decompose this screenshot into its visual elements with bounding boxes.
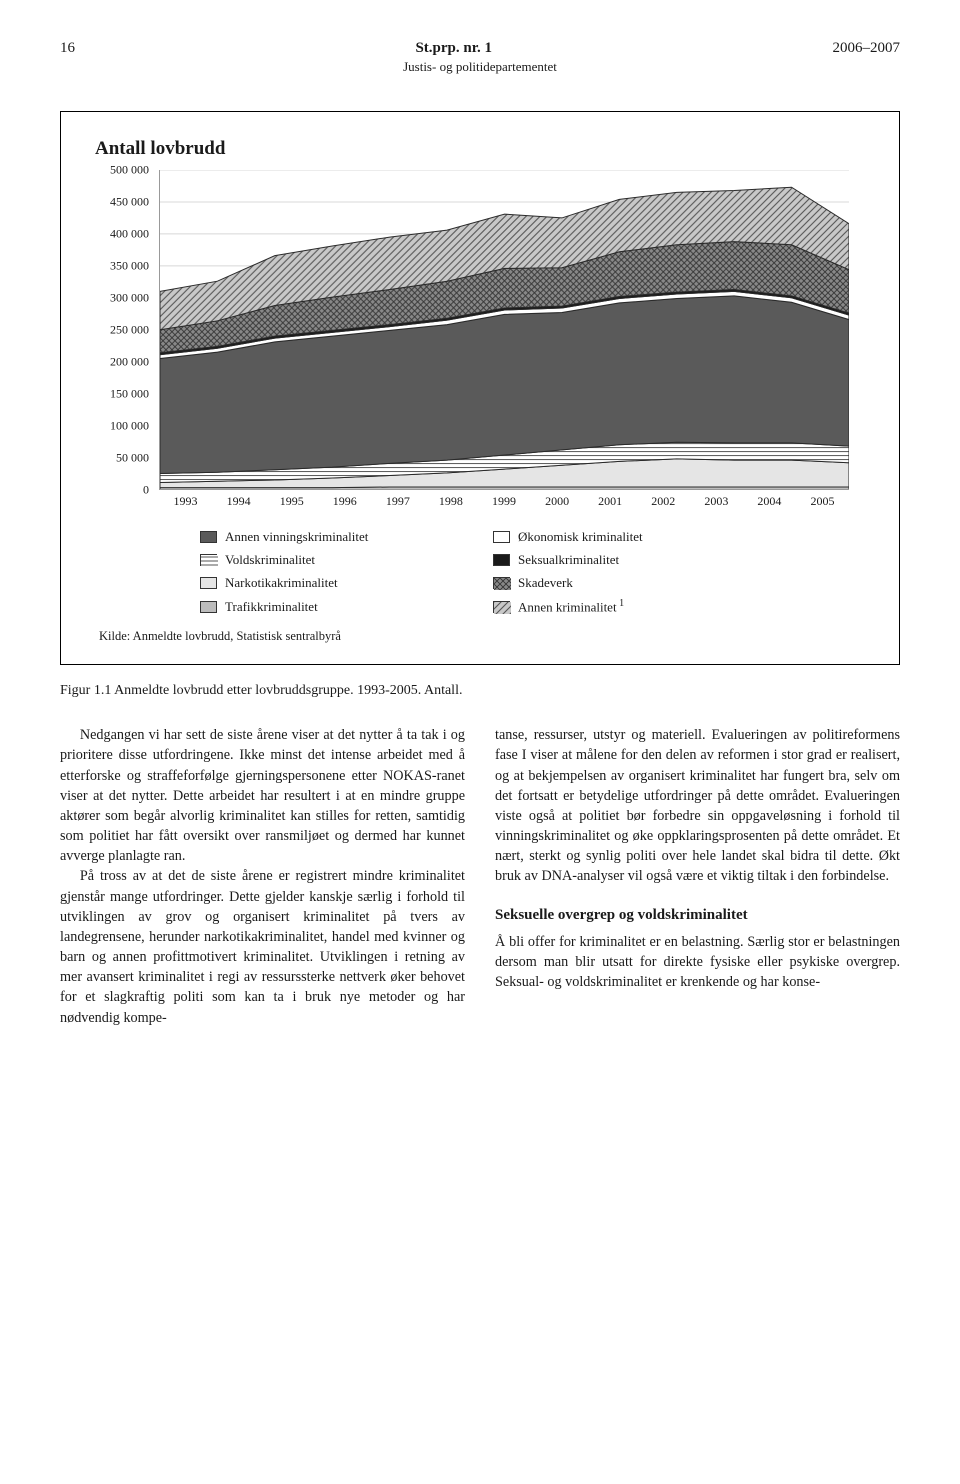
chart-container: Antall lovbrudd 0 50 000 100 000 150 000 200…: [60, 111, 900, 665]
y-axis: 050 000100 000150 000200 000250 000300 0…: [95, 170, 155, 490]
left-column: Nedgangen vi har sett de siste årene vis…: [60, 725, 465, 1027]
chart-svg: [160, 170, 849, 490]
legend-swatch: [200, 577, 217, 589]
legend-swatch: [493, 554, 510, 566]
page-number: 16: [60, 40, 75, 57]
y-tick-label: 50 000: [116, 451, 149, 466]
y-tick-label: 500 000: [110, 163, 149, 178]
y-tick-label: 450 000: [110, 195, 149, 210]
x-tick-label: 1996: [318, 494, 371, 509]
x-tick-label: 1993: [159, 494, 212, 509]
x-tick-label: 1995: [265, 494, 318, 509]
department-subhead: Justis- og politidepartementet: [60, 59, 900, 75]
chart-wrap: 0 50 000 100 000 150 000 200 000 250 000 300 0…: [95, 170, 865, 509]
legend-item-vold: Voldskriminalitet: [200, 552, 467, 568]
legend-label: Seksualkriminalitet: [518, 552, 619, 568]
x-tick-label: 2004: [743, 494, 796, 509]
legend-label: Annen kriminalitet 1: [518, 598, 624, 615]
legend-item-skadeverk: Skadeverk: [493, 575, 760, 591]
x-tick-label: 2001: [584, 494, 637, 509]
x-tick-label: 2005: [796, 494, 849, 509]
x-axis: 1993199419951996199719981999200020012002…: [159, 490, 849, 509]
legend-swatch: [200, 554, 217, 566]
legend-item-annen: Annen kriminalitet 1: [493, 598, 760, 615]
x-tick-label: 2000: [531, 494, 584, 509]
legend-label: Annen vinningskriminalitet: [225, 529, 368, 545]
legend-swatch: [493, 577, 510, 589]
x-tick-label: 2002: [637, 494, 690, 509]
y-tick-label: 300 000: [110, 291, 149, 306]
legend-label: Økonomisk kriminalitet: [518, 529, 643, 545]
legend-label: Skadeverk: [518, 575, 573, 591]
x-tick-label: 2003: [690, 494, 743, 509]
chart-legend: Annen vinningskriminalitet Økonomisk krim…: [200, 529, 760, 615]
body-para: tanse, ressurser, utstyr og materiell. E…: [495, 725, 900, 886]
x-tick-label: 1999: [477, 494, 530, 509]
subsection-heading: Seksuelle overgrep og voldskriminalitet: [495, 905, 900, 926]
y-tick-label: 200 000: [110, 355, 149, 370]
x-tick-label: 1997: [371, 494, 424, 509]
legend-item-narkotika: Narkotikakriminalitet: [200, 575, 467, 591]
y-tick-label: 0: [143, 483, 149, 498]
body-para: På tross av at det de siste årene er reg…: [60, 866, 465, 1027]
y-tick-label: 150 000: [110, 387, 149, 402]
right-column: tanse, ressurser, utstyr og materiell. E…: [495, 725, 900, 1027]
y-tick-label: 250 000: [110, 323, 149, 338]
doc-title: St.prp. nr. 1: [75, 40, 833, 57]
y-tick-label: 100 000: [110, 419, 149, 434]
figure-caption: Figur 1.1 Anmeldte lovbrudd etter lovbru…: [60, 683, 900, 699]
legend-item-okonomisk: Økonomisk kriminalitet: [493, 529, 760, 545]
legend-label: Narkotikakriminalitet: [225, 575, 338, 591]
y-tick-label: 350 000: [110, 259, 149, 274]
x-tick-label: 1994: [212, 494, 265, 509]
legend-item-seksual: Seksualkriminalitet: [493, 552, 760, 568]
legend-item-vinning: Annen vinningskriminalitet: [200, 529, 467, 545]
legend-swatch: [493, 531, 510, 543]
year-range: 2006–2007: [833, 40, 901, 57]
x-tick-label: 1998: [424, 494, 477, 509]
legend-item-trafikk: Trafikkriminalitet: [200, 598, 467, 615]
chart-source: Kilde: Anmeldte lovbrudd, Statistisk sen…: [99, 629, 865, 644]
legend-swatch: [200, 601, 217, 613]
y-tick-label: 400 000: [110, 227, 149, 242]
legend-swatch: [200, 531, 217, 543]
body-para: Nedgangen vi har sett de siste årene vis…: [60, 725, 465, 866]
text-columns: Nedgangen vi har sett de siste årene vis…: [60, 725, 900, 1027]
body-para: Å bli offer for kriminalitet er en belas…: [495, 932, 900, 992]
legend-label: Voldskriminalitet: [225, 552, 315, 568]
chart-plot: [159, 170, 849, 490]
page-header: 16 St.prp. nr. 1 2006–2007: [60, 40, 900, 57]
legend-label: Trafikkriminalitet: [225, 599, 318, 615]
chart-title: Antall lovbrudd: [95, 138, 865, 160]
legend-swatch: [493, 601, 510, 613]
